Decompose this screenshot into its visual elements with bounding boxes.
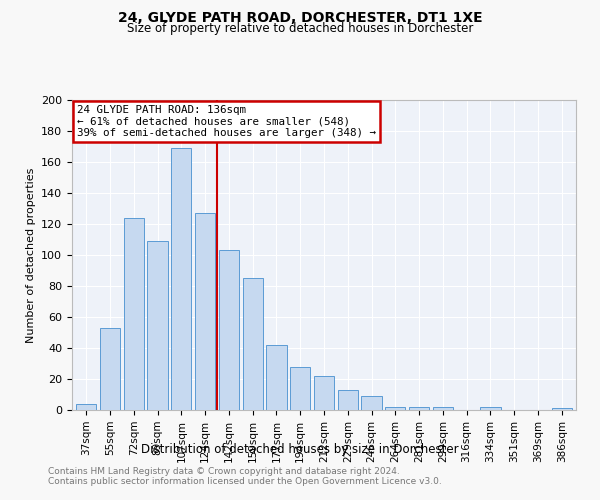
Bar (338, 390, 358, 410)
Text: 24, GLYDE PATH ROAD, DORCHESTER, DT1 1XE: 24, GLYDE PATH ROAD, DORCHESTER, DT1 1XE (118, 11, 482, 25)
Bar (124, 218, 144, 410)
Bar (314, 376, 334, 410)
Bar (385, 407, 406, 410)
Bar (481, 407, 500, 410)
Bar (148, 241, 167, 410)
Bar (433, 407, 453, 410)
Text: Distribution of detached houses by size in Dorchester: Distribution of detached houses by size … (141, 442, 459, 456)
Bar (409, 407, 429, 410)
Y-axis label: Number of detached properties: Number of detached properties (26, 168, 35, 342)
Bar (242, 278, 263, 410)
Bar (100, 328, 120, 410)
Text: Size of property relative to detached houses in Dorchester: Size of property relative to detached ho… (127, 22, 473, 35)
Bar (171, 148, 191, 410)
Bar (219, 250, 239, 410)
Bar (551, 408, 572, 410)
Bar (195, 213, 215, 410)
Text: Contains public sector information licensed under the Open Government Licence v3: Contains public sector information licen… (48, 477, 442, 486)
Text: 24 GLYDE PATH ROAD: 136sqm
← 61% of detached houses are smaller (548)
39% of sem: 24 GLYDE PATH ROAD: 136sqm ← 61% of deta… (77, 104, 376, 138)
Bar (266, 345, 287, 410)
Bar (361, 396, 382, 410)
Text: Contains HM Land Registry data © Crown copyright and database right 2024.: Contains HM Land Registry data © Crown c… (48, 467, 400, 476)
Bar (290, 366, 310, 410)
Bar (76, 404, 97, 410)
